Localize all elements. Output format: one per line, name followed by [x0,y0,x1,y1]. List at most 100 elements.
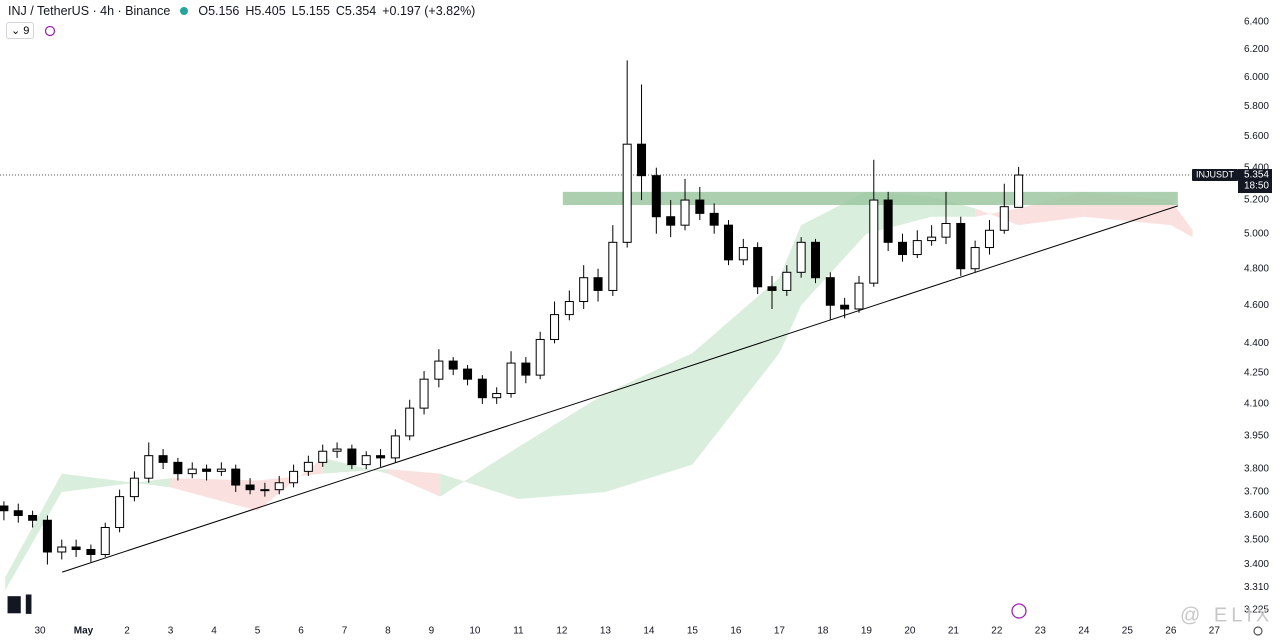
x-tick-label: 14 [643,626,655,637]
candle-body [984,229,994,249]
candle-body [521,362,531,376]
legend-open: O5.156 [198,4,240,18]
candle-body [376,455,386,459]
last-price-label: 5.354 [1244,170,1269,181]
candle-body [173,461,183,475]
candle-body [1014,174,1024,208]
candle-body [0,505,9,512]
candle-body [477,378,487,399]
indicator-toggle[interactable]: ⌄ 9 [6,22,35,39]
candle-body [57,546,67,553]
candle-body [535,338,545,376]
candle-body [115,496,125,528]
candle-body [144,455,154,479]
x-tick-label: 5 [255,626,261,637]
x-tick-label: 27 [1209,626,1221,637]
candle-body [434,360,444,380]
candle-body [419,378,429,409]
cloud-segment [5,473,62,591]
candle-body [42,519,52,553]
candle-body [202,468,212,472]
price-tag [1238,169,1272,194]
x-tick-label: 17 [774,626,786,637]
x-tick-label: 24 [1078,626,1090,637]
y-tick-label: 6.200 [1244,44,1269,55]
candle-body [318,450,328,463]
candle-body [825,277,835,306]
candle-body [405,407,415,437]
candle-body [854,282,864,310]
candle-body [897,241,907,256]
candle-body [811,241,821,279]
candle-body [782,271,792,291]
candle-body [695,199,705,214]
x-tick-label: 9 [429,626,435,637]
cloud-segment [322,457,388,474]
candle-body [231,468,241,486]
candle-body [158,455,168,463]
cloud-segment [975,208,1019,226]
resistance-zone [562,191,1178,206]
tv-logo: ▇▐ [7,594,32,614]
candle-body [274,482,284,491]
candle-body [100,526,110,555]
candle-body [709,212,719,226]
x-tick-label: 10 [469,626,481,637]
symbol-tag [1192,169,1238,182]
candle-body [347,448,357,466]
x-tick-label: 6 [298,626,304,637]
cloud-segment [1170,200,1193,238]
y-tick-label: 4.250 [1244,368,1269,379]
candle-body [86,549,96,555]
y-tick-label: 6.000 [1244,72,1269,83]
legend-high: H5.405 [245,4,286,18]
x-tick-label: 2 [124,626,130,637]
candle-body [332,448,342,452]
candle-body [28,514,38,521]
candle-body [129,477,139,498]
y-tick-label: 3.310 [1244,582,1269,593]
candle-body [796,241,806,273]
legend-close: C5.354 [335,4,377,18]
candle-body [883,199,893,243]
candle-body [840,304,850,310]
candle-body [666,216,676,226]
candle-body [463,368,473,380]
candle-body [608,241,618,291]
x-tick-label: 8 [385,626,391,637]
candle-body [13,510,23,516]
candle-body [579,277,589,303]
y-tick-label: 5.000 [1244,228,1269,239]
x-tick-label: 20 [904,626,916,637]
status-dot [180,7,189,15]
trendline [62,205,1178,573]
y-tick-label: 5.800 [1244,101,1269,112]
candle-body [492,393,502,399]
indicator-row: ⌄ 9 [6,22,56,39]
x-tick-label: 13 [600,626,612,637]
candle-body [869,199,879,284]
x-tick-label: 30 [34,626,46,637]
x-tick-label: 22 [991,626,1003,637]
indicator-icon[interactable] [44,25,56,37]
y-tick-label: 3.700 [1244,487,1269,498]
candle-body [71,546,81,551]
y-tick-label: 5.200 [1244,195,1269,206]
countdown-label: 18:50 [1244,181,1269,192]
legend-change: +0.197 (+3.82%) [382,4,476,18]
x-tick-label: 4 [211,626,217,637]
watermark: @ ELIX [1180,604,1273,626]
indicator-count: 9 [23,25,30,37]
y-tick-label: 3.800 [1244,464,1269,475]
cloud-segment [440,446,519,499]
cloud-segment [605,353,693,492]
y-tick-label: 3.225 [1244,604,1269,615]
x-tick-label: 23 [1035,626,1047,637]
cloud-segment [518,393,606,499]
y-tick-label: 6.400 [1244,17,1269,28]
candle-body [637,143,647,177]
candle-body [912,240,922,256]
x-tick-label: 26 [1165,626,1177,637]
cloud-segment [692,277,780,465]
